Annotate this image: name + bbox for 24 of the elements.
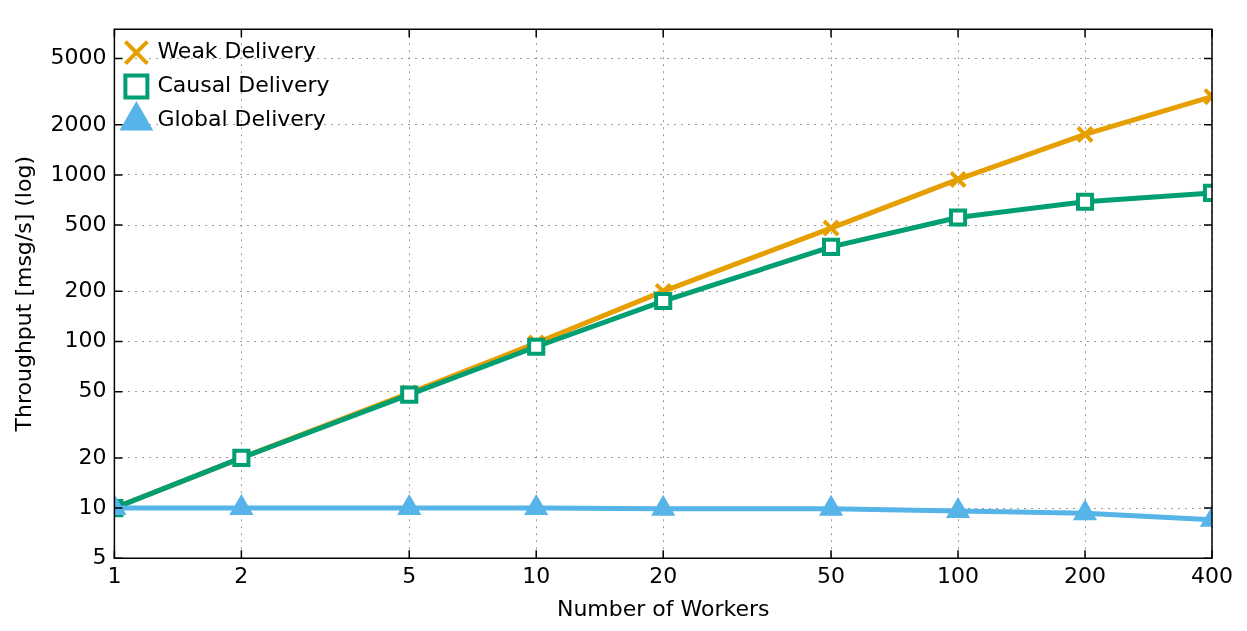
y-tick-label: 1000 <box>50 160 107 186</box>
y-tick-label: 100 <box>64 327 107 353</box>
legend-label: Global Delivery <box>157 106 326 132</box>
legend-label: Weak Delivery <box>157 38 316 64</box>
x-tick-label: 5 <box>402 563 417 589</box>
x-tick-label: 400 <box>1191 563 1233 589</box>
y-tick-label: 2000 <box>50 110 107 136</box>
y-tick-label: 10 <box>78 493 107 519</box>
y-axis-title: Throughput [msg/s] (log) <box>10 156 36 433</box>
x-tick-label: 1 <box>107 563 122 589</box>
x-tick-label: 200 <box>1064 563 1107 589</box>
x-tick-label: 2 <box>234 563 249 589</box>
y-tick-label: 20 <box>78 443 107 469</box>
x-tick-label: 100 <box>937 563 980 589</box>
legend-label: Causal Delivery <box>157 72 330 98</box>
y-tick-label: 500 <box>64 210 107 236</box>
x-tick-label: 20 <box>649 563 678 589</box>
x-tick-label: 50 <box>817 563 846 589</box>
y-tick-label: 50 <box>78 377 107 403</box>
x-axis-title: Number of Workers <box>556 595 770 621</box>
y-tick-label: 200 <box>64 277 107 303</box>
x-tick-label: 10 <box>522 563 551 589</box>
y-tick-label: 5000 <box>50 44 107 70</box>
y-tick-label: 5 <box>92 543 107 569</box>
